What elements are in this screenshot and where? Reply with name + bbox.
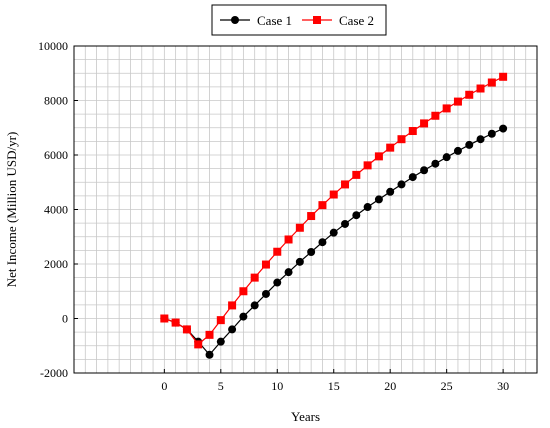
- y-tick-label: 0: [62, 312, 68, 326]
- data-point: [171, 318, 180, 327]
- axis-ticks: 0 5 10 15 20 25 30 -2000 0 2000 4000 6000 8000 10000: [38, 39, 509, 393]
- data-point: [431, 111, 440, 120]
- x-axis-title: Years: [291, 409, 320, 424]
- data-point: [307, 248, 316, 257]
- data-point: [476, 84, 485, 93]
- x-tick-label: 25: [441, 379, 453, 393]
- data-point: [499, 72, 508, 81]
- data-point: [363, 203, 372, 212]
- data-point: [476, 135, 485, 144]
- data-point: [307, 212, 316, 221]
- data-point: [273, 247, 282, 256]
- legend-case-2-marker: [313, 16, 321, 24]
- data-point: [397, 180, 406, 189]
- data-point: [341, 219, 350, 228]
- data-point: [420, 166, 429, 175]
- data-point: [216, 316, 225, 325]
- data-point: [487, 78, 496, 87]
- series-2: [160, 72, 508, 349]
- data-point: [487, 129, 496, 138]
- data-point: [295, 257, 304, 266]
- data-point: [273, 278, 282, 287]
- data-point: [284, 235, 293, 244]
- data-point: [250, 301, 259, 310]
- y-tick-label: 4000: [44, 203, 68, 217]
- x-tick-label: 10: [271, 379, 283, 393]
- data-point: [374, 152, 383, 161]
- data-point: [318, 201, 327, 210]
- y-tick-label: 6000: [44, 148, 68, 162]
- data-point: [363, 161, 372, 170]
- data-point: [408, 127, 417, 136]
- y-tick-label: 8000: [44, 94, 68, 108]
- data-point: [261, 289, 270, 298]
- data-point: [216, 337, 225, 346]
- data-point: [442, 104, 451, 113]
- data-point: [329, 228, 338, 237]
- y-axis-title: Net Income (Million USD/yr): [4, 132, 19, 288]
- legend-case-2-label: Case 2: [339, 13, 374, 28]
- data-point: [160, 314, 169, 323]
- data-point: [239, 312, 248, 321]
- data-point: [250, 273, 259, 282]
- x-tick-label: 20: [384, 379, 396, 393]
- data-point: [182, 325, 191, 334]
- x-tick-label: 15: [328, 379, 340, 393]
- legend: Case 1 Case 2: [211, 4, 387, 36]
- data-point: [386, 143, 395, 152]
- data-point: [352, 211, 361, 220]
- y-tick-label: 2000: [44, 257, 68, 271]
- data-point: [465, 140, 474, 149]
- data-point: [442, 153, 451, 162]
- data-point: [386, 187, 395, 196]
- data-point: [352, 170, 361, 179]
- data-point: [465, 90, 474, 99]
- data-point: [431, 159, 440, 168]
- data-point: [228, 325, 237, 334]
- data-point: [341, 180, 350, 189]
- series-layer: [160, 72, 508, 359]
- data-point: [205, 350, 214, 359]
- data-point: [318, 238, 327, 247]
- data-point: [453, 146, 462, 155]
- legend-case-1-label: Case 1: [257, 13, 292, 28]
- data-point: [408, 173, 417, 182]
- data-point: [261, 260, 270, 269]
- data-point: [374, 195, 383, 204]
- data-point: [284, 268, 293, 277]
- data-point: [295, 223, 304, 232]
- legend-case-1-marker: [231, 16, 239, 24]
- data-point: [499, 124, 508, 133]
- legend-box: [211, 4, 387, 36]
- x-tick-label: 5: [218, 379, 224, 393]
- data-point: [205, 330, 214, 339]
- data-point: [453, 97, 462, 106]
- x-tick-label: 0: [161, 379, 167, 393]
- data-point: [194, 340, 203, 349]
- x-tick-label: 30: [497, 379, 509, 393]
- data-point: [228, 301, 237, 310]
- data-point: [329, 190, 338, 199]
- data-point: [239, 287, 248, 296]
- data-point: [420, 119, 429, 128]
- y-tick-label: 10000: [38, 39, 68, 53]
- data-point: [397, 135, 406, 144]
- y-tick-label: -2000: [40, 366, 68, 380]
